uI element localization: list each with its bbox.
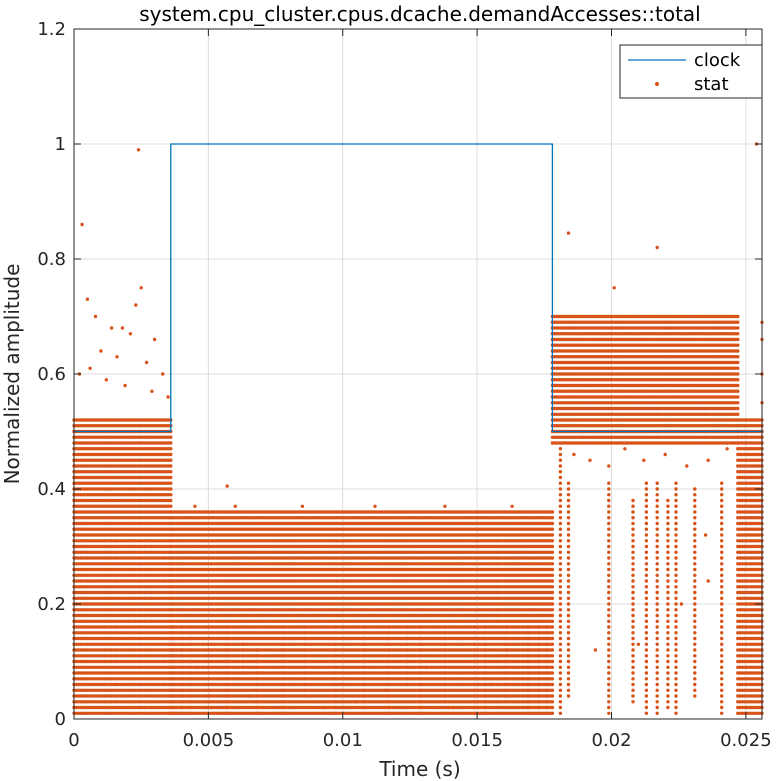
stat-point <box>169 452 173 457</box>
stat-point <box>169 458 173 462</box>
stat-point <box>550 654 555 658</box>
stat-point <box>550 694 555 698</box>
stat-point <box>550 700 555 704</box>
stat-point <box>169 470 173 474</box>
stat-point <box>169 481 173 485</box>
stat-point <box>550 642 555 646</box>
stat-point <box>550 711 555 715</box>
stat-point <box>169 441 173 445</box>
stat-point <box>169 475 173 480</box>
stat-point <box>550 682 555 687</box>
stat-point <box>550 671 555 675</box>
stat-point <box>169 447 173 451</box>
stat-point <box>550 677 555 681</box>
stat-point <box>169 493 173 497</box>
stat-point <box>550 665 555 669</box>
stat-point <box>169 498 173 503</box>
stat-point <box>550 636 555 641</box>
stat-point <box>550 705 555 710</box>
stat-point <box>550 648 555 652</box>
stat-point <box>169 464 173 468</box>
stat-point <box>550 659 555 664</box>
stat-point <box>169 487 173 491</box>
stat-point <box>169 504 173 508</box>
stat-series <box>72 142 764 715</box>
stat-point <box>550 688 555 692</box>
stat-point <box>169 435 173 439</box>
